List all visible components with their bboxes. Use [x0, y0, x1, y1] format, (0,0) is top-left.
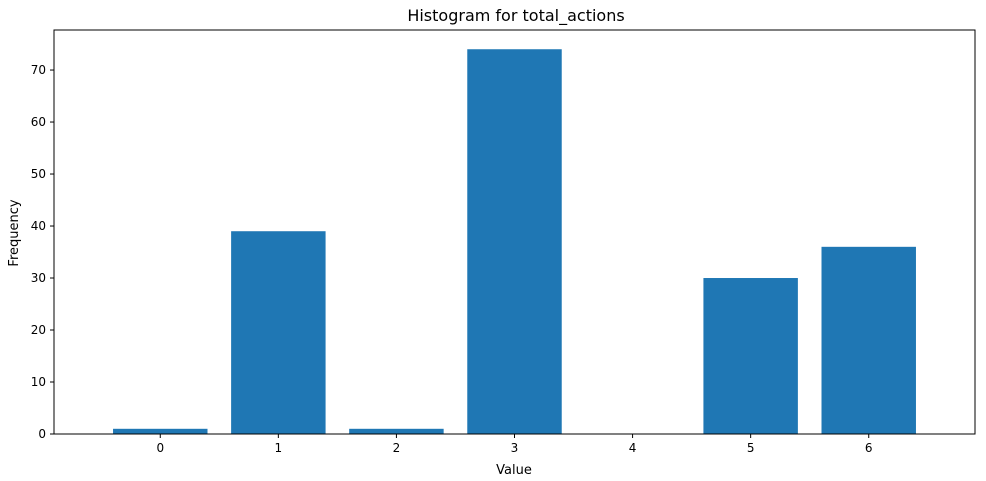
y-axis-ticks: 0 10 20 30 40 50 60 70	[31, 63, 54, 441]
y-tick-label-20: 20	[31, 323, 46, 337]
x-tick-label-4: 4	[629, 441, 637, 455]
bar-6	[821, 246, 916, 434]
bar-5	[703, 278, 798, 434]
y-tick-label-30: 30	[31, 271, 46, 285]
bar-2	[349, 428, 444, 434]
x-tick-label-0: 0	[156, 441, 164, 455]
y-tick-label-60: 60	[31, 115, 46, 129]
y-tick-label-50: 50	[31, 167, 46, 181]
x-tick-label-5: 5	[747, 441, 755, 455]
y-tick-label-0: 0	[38, 427, 46, 441]
x-axis-label: Value	[496, 463, 532, 478]
bar-group	[113, 49, 916, 435]
x-tick-label-6: 6	[865, 441, 873, 455]
x-tick-label-1: 1	[275, 441, 283, 455]
bar-0	[113, 428, 208, 434]
chart-title: Histogram for total_actions	[407, 6, 624, 26]
y-tick-label-40: 40	[31, 219, 46, 233]
bar-1	[231, 231, 326, 434]
x-axis-ticks: 0 1 2 3 4 5 6	[156, 434, 873, 455]
plot-area-frame	[53, 29, 976, 435]
y-tick-label-70: 70	[31, 63, 46, 77]
bar-3	[467, 49, 562, 435]
x-tick-label-3: 3	[511, 441, 519, 455]
y-axis-label: Frequency	[7, 199, 22, 266]
x-tick-label-2: 2	[393, 441, 401, 455]
y-tick-label-10: 10	[31, 375, 46, 389]
